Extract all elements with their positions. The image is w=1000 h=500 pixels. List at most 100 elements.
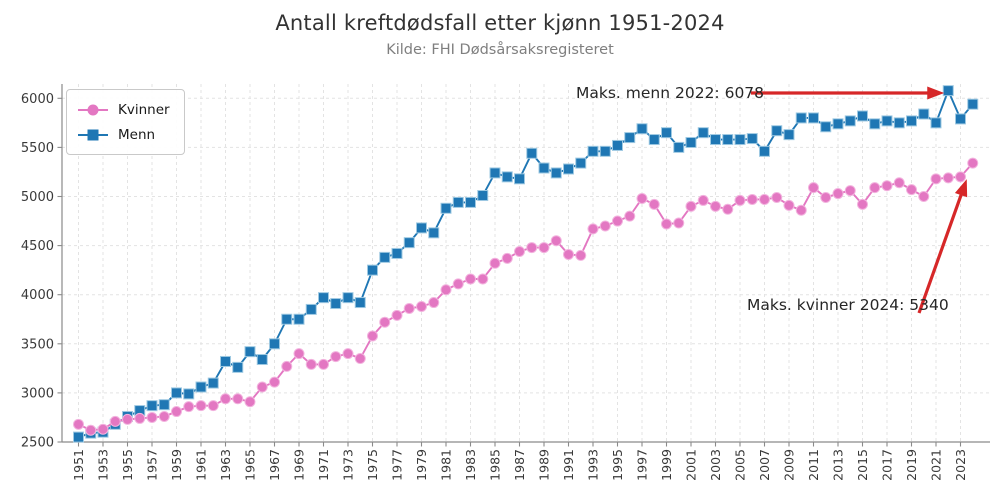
data-point-kvinner-1957 [146,411,158,423]
data-point-menn-1990 [550,167,562,179]
data-point-menn-1979 [416,222,427,234]
annotation-max-kvinner: Maks. kvinner 2024: 5340 [747,296,949,314]
data-point-menn-1986 [501,171,513,183]
data-point-kvinner-2009 [783,199,795,211]
data-point-menn-2022 [942,85,954,97]
y-tick-label: 4000 [21,288,54,303]
x-tick-label: 1979 [414,449,429,481]
data-point-menn-1973 [342,292,354,304]
data-point-kvinner-1962 [207,400,219,412]
data-point-kvinner-2014 [844,185,856,197]
x-tick-label: 2007 [757,449,772,481]
legend-item-kvinner: Kvinner [77,97,170,122]
data-point-kvinner-1997 [636,192,648,204]
data-point-kvinner-1955 [122,413,133,425]
data-point-kvinner-1963 [220,393,231,405]
x-tick-label: 1991 [561,449,576,481]
data-point-menn-1984 [477,190,489,202]
arrow-max-kvinner [917,179,968,314]
data-point-menn-1965 [244,346,256,358]
data-point-kvinner-1972 [330,351,342,363]
data-point-kvinner-1973 [342,348,354,360]
data-point-kvinner-2019 [906,184,917,196]
data-point-kvinner-1974 [354,353,366,365]
legend-circle-marker-icon [87,104,99,115]
data-point-kvinner-1971 [318,358,329,370]
data-point-kvinner-1959 [171,406,182,418]
data-point-kvinner-2012 [820,191,832,203]
x-tick-label: 1955 [120,449,135,481]
data-point-menn-1983 [465,196,476,208]
data-point-kvinner-1988 [526,242,538,254]
data-point-menn-1974 [354,297,366,309]
data-point-kvinner-1996 [624,210,636,222]
data-point-menn-1982 [452,196,464,208]
data-point-menn-1989 [538,162,550,174]
data-point-kvinner-1977 [391,309,403,321]
data-point-kvinner-2006 [746,193,758,205]
data-point-kvinner-1966 [256,381,268,393]
data-point-menn-2016 [869,118,881,130]
data-point-kvinner-1982 [452,278,464,290]
data-point-kvinner-2011 [808,182,819,194]
x-tick-label: 1989 [537,449,552,481]
data-point-kvinner-1975 [367,330,378,342]
data-point-menn-1987 [514,173,525,185]
x-tick-label: 1993 [586,449,601,481]
data-point-kvinner-1956 [134,412,146,424]
y-tick-label: 5000 [21,190,54,205]
data-point-menn-2020 [918,108,930,120]
data-point-menn-1958 [158,399,170,411]
data-point-kvinner-2005 [734,194,746,206]
data-point-menn-1992 [575,157,587,169]
data-point-menn-2002 [697,127,709,139]
data-point-menn-2012 [820,121,832,133]
data-point-kvinner-1984 [477,273,489,285]
data-point-kvinner-1994 [599,220,611,232]
data-point-kvinner-2004 [722,203,734,215]
data-point-menn-2009 [783,129,795,141]
data-point-kvinner-1987 [514,245,525,257]
x-tick-label: 1999 [659,449,674,481]
series-kvinner [73,157,979,436]
data-point-kvinner-2015 [857,198,868,210]
arrow-max-menn-head [927,86,945,100]
data-point-menn-1995 [612,139,623,151]
data-point-menn-1996 [624,132,636,144]
data-point-menn-2024 [967,98,979,110]
data-point-kvinner-1964 [232,393,244,405]
data-point-kvinner-1998 [648,198,660,210]
data-point-menn-1980 [428,227,440,239]
legend-square-marker-icon [87,129,99,140]
data-point-menn-1951 [73,431,84,443]
data-point-menn-2003 [710,134,721,146]
data-point-menn-1978 [403,237,415,249]
data-point-menn-1976 [379,251,391,263]
y-tick-label: 2500 [21,436,54,451]
data-point-kvinner-1967 [269,376,280,388]
data-point-kvinner-2007 [759,193,770,205]
x-tick-label: 2021 [929,449,944,481]
x-tick-label: 2017 [880,449,895,481]
data-point-menn-2023 [955,113,966,125]
data-point-kvinner-2024 [967,157,979,169]
x-tick-label: 1975 [365,449,380,481]
data-point-menn-2000 [673,141,685,153]
x-tick-label: 1983 [463,449,478,481]
data-point-kvinner-2021 [930,173,942,185]
data-point-kvinner-1969 [293,348,305,360]
data-point-kvinner-1990 [550,235,562,247]
data-point-menn-1964 [232,361,244,373]
data-point-menn-1966 [256,354,268,366]
data-point-kvinner-1991 [563,248,574,260]
annotation-max-menn: Maks. menn 2022: 6078 [576,84,765,102]
data-point-kvinner-2013 [832,188,844,200]
data-point-kvinner-1993 [587,223,599,235]
data-point-kvinner-1983 [465,273,476,285]
data-point-menn-1993 [587,145,599,157]
data-point-kvinner-2018 [893,177,905,189]
x-tick-label: 2009 [782,449,797,481]
data-point-menn-1959 [171,387,182,399]
tick-labels: 1951 1953 1955 1957 1959 1961 1963 1965 1967 1969… [21,92,968,481]
data-point-kvinner-2010 [795,204,807,216]
